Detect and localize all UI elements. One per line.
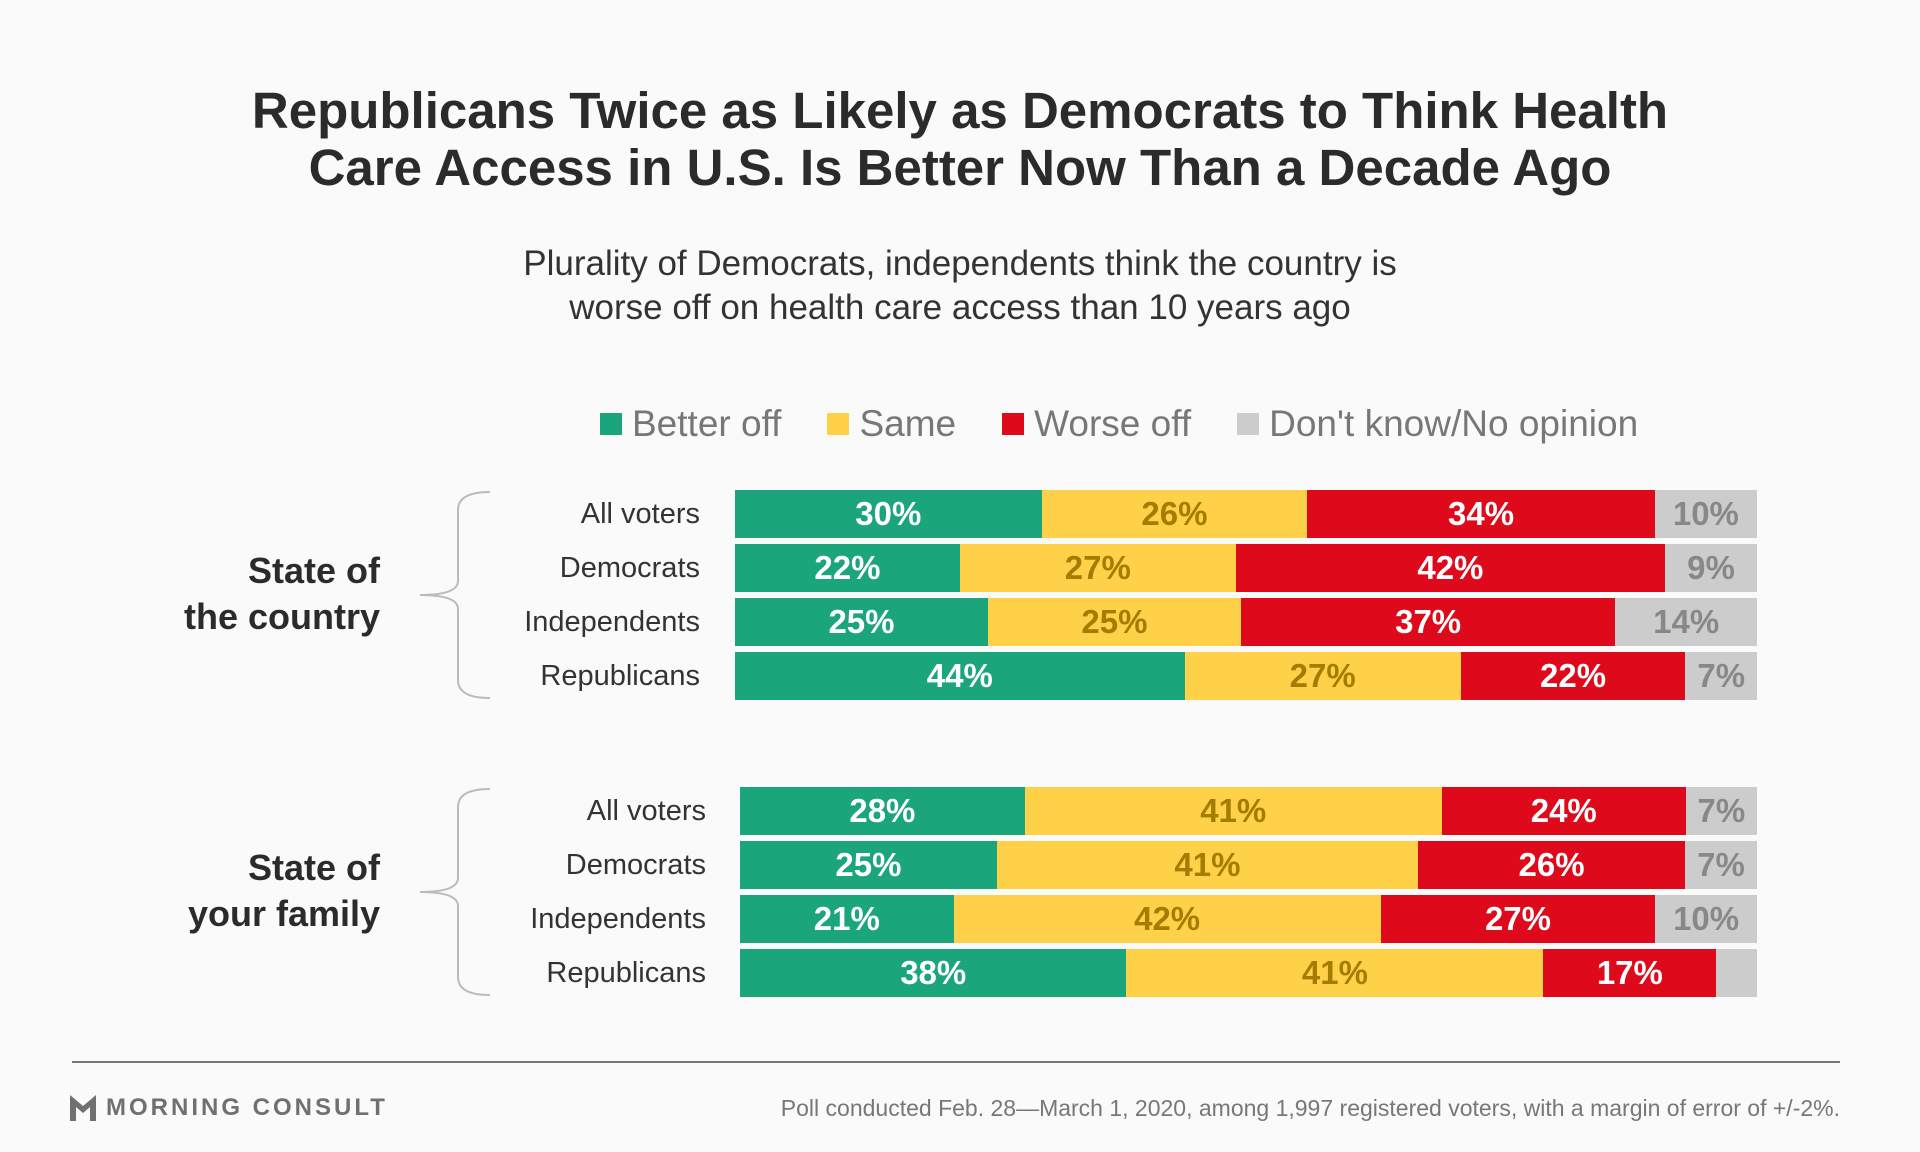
legend-item: Don't know/No opinion: [1237, 403, 1638, 445]
bar-segment-same: 41%: [996, 841, 1418, 889]
row-label: Independents: [530, 903, 706, 935]
bar-segment-better-off: 44%: [735, 652, 1185, 700]
legend-swatch: [600, 413, 622, 435]
stacked-bar: 21% 42% 27% 10%: [740, 895, 1757, 943]
bar-segment-don-t-know-no-opinion: 7%: [1685, 787, 1757, 835]
bar-segment-don-t-know-no-opinion: [1716, 949, 1757, 997]
bar-segment-worse-off: 27%: [1380, 895, 1656, 943]
chart-title: Republicans Twice as Likely as Democrats…: [0, 82, 1920, 196]
bar-segment-better-off: 28%: [740, 787, 1025, 835]
legend: Better off Same Worse off Don't know/No opi…: [600, 403, 1684, 445]
row-label: Republicans: [540, 660, 700, 692]
bar-segment-worse-off: 24%: [1441, 787, 1686, 835]
row-label: Independents: [524, 606, 700, 638]
stacked-bar: 30% 26% 34% 10%: [735, 490, 1757, 538]
bar-segment-worse-off: 37%: [1240, 598, 1616, 646]
stacked-bar: 25% 41% 26% 7%: [740, 841, 1757, 889]
row-label: Democrats: [559, 552, 700, 584]
group-label-line: your family: [187, 893, 380, 934]
bar-segment-worse-off: 26%: [1417, 841, 1686, 889]
group-label: State of your family: [0, 845, 380, 937]
row-label: All voters: [586, 795, 706, 827]
stacked-bar: 22% 27% 42% 9%: [735, 544, 1757, 592]
legend-swatch: [1237, 413, 1260, 435]
title-line: Republicans Twice as Likely as Democrats…: [251, 82, 1669, 139]
bar-segment-same: 25%: [987, 598, 1241, 646]
morning-consult-logo: MORNING CONSULT: [70, 1094, 388, 1122]
legend-label: Worse off: [1034, 403, 1192, 444]
row-label: All voters: [580, 498, 700, 530]
group-label-line: State of: [247, 550, 380, 591]
bar-segment-better-off: 25%: [735, 598, 988, 646]
bar-segment-better-off: 21%: [740, 895, 954, 943]
bar-segment-don-t-know-no-opinion: 9%: [1665, 544, 1757, 592]
footnote: Poll conducted Feb. 28—March 1, 2020, am…: [780, 1095, 1840, 1121]
bar-segment-don-t-know-no-opinion: 10%: [1654, 490, 1757, 538]
chart-subtitle: Plurality of Democrats, independents thi…: [0, 242, 1920, 330]
title-line: Care Access in U.S. Is Better Now Than a…: [308, 139, 1612, 196]
bar-segment-better-off: 25%: [740, 841, 997, 889]
bar-segment-worse-off: 34%: [1307, 490, 1655, 538]
bar-segment-don-t-know-no-opinion: 14%: [1615, 598, 1757, 646]
bar-segment-better-off: 30%: [735, 490, 1042, 538]
bar-segment-same: 42%: [953, 895, 1381, 943]
row-label: Republicans: [546, 957, 706, 989]
bar-segment-same: 41%: [1126, 949, 1544, 997]
legend-item: Better off: [600, 403, 781, 445]
bar-segment-worse-off: 17%: [1543, 949, 1717, 997]
bar-segment-worse-off: 42%: [1235, 544, 1665, 592]
legend-label: Don't know/No opinion: [1269, 403, 1639, 444]
subtitle-line: Plurality of Democrats, independents thi…: [523, 244, 1397, 283]
legend-item: Worse off: [1002, 403, 1191, 445]
bar-segment-don-t-know-no-opinion: 7%: [1685, 841, 1757, 889]
bar-segment-same: 26%: [1041, 490, 1308, 538]
subtitle-line: worse off on health care access than 10 …: [569, 288, 1351, 327]
stacked-bar: 28% 41% 24% 7%: [740, 787, 1757, 835]
group-label: State of the country: [0, 548, 380, 640]
stacked-bar: 38% 41% 17%: [740, 949, 1757, 997]
bar-segment-worse-off: 22%: [1460, 652, 1686, 700]
bar-segment-same: 27%: [1184, 652, 1461, 700]
row-label: Democrats: [565, 849, 706, 881]
legend-item: Same: [827, 403, 956, 445]
logo-mark-icon: [70, 1095, 96, 1121]
bar-segment-better-off: 38%: [740, 949, 1127, 997]
group-label-line: State of: [247, 847, 380, 888]
bar-segment-don-t-know-no-opinion: 10%: [1655, 895, 1757, 943]
bar-segment-better-off: 22%: [735, 544, 960, 592]
group-brace: [419, 491, 491, 699]
group-label-line: the country: [183, 596, 380, 637]
stacked-bar: 44% 27% 22% 7%: [735, 652, 1757, 700]
logo-text: MORNING CONSULT: [106, 1094, 388, 1121]
group-brace: [419, 788, 491, 996]
stacked-bar: 25% 25% 37% 14%: [735, 598, 1757, 646]
legend-swatch: [827, 413, 850, 435]
bar-segment-same: 27%: [959, 544, 1236, 592]
legend-label: Better off: [632, 403, 782, 444]
bar-segment-don-t-know-no-opinion: 7%: [1685, 652, 1757, 700]
legend-label: Same: [859, 403, 957, 444]
footer-divider: [72, 1061, 1840, 1063]
bar-segment-same: 41%: [1024, 787, 1442, 835]
legend-swatch: [1002, 413, 1025, 435]
